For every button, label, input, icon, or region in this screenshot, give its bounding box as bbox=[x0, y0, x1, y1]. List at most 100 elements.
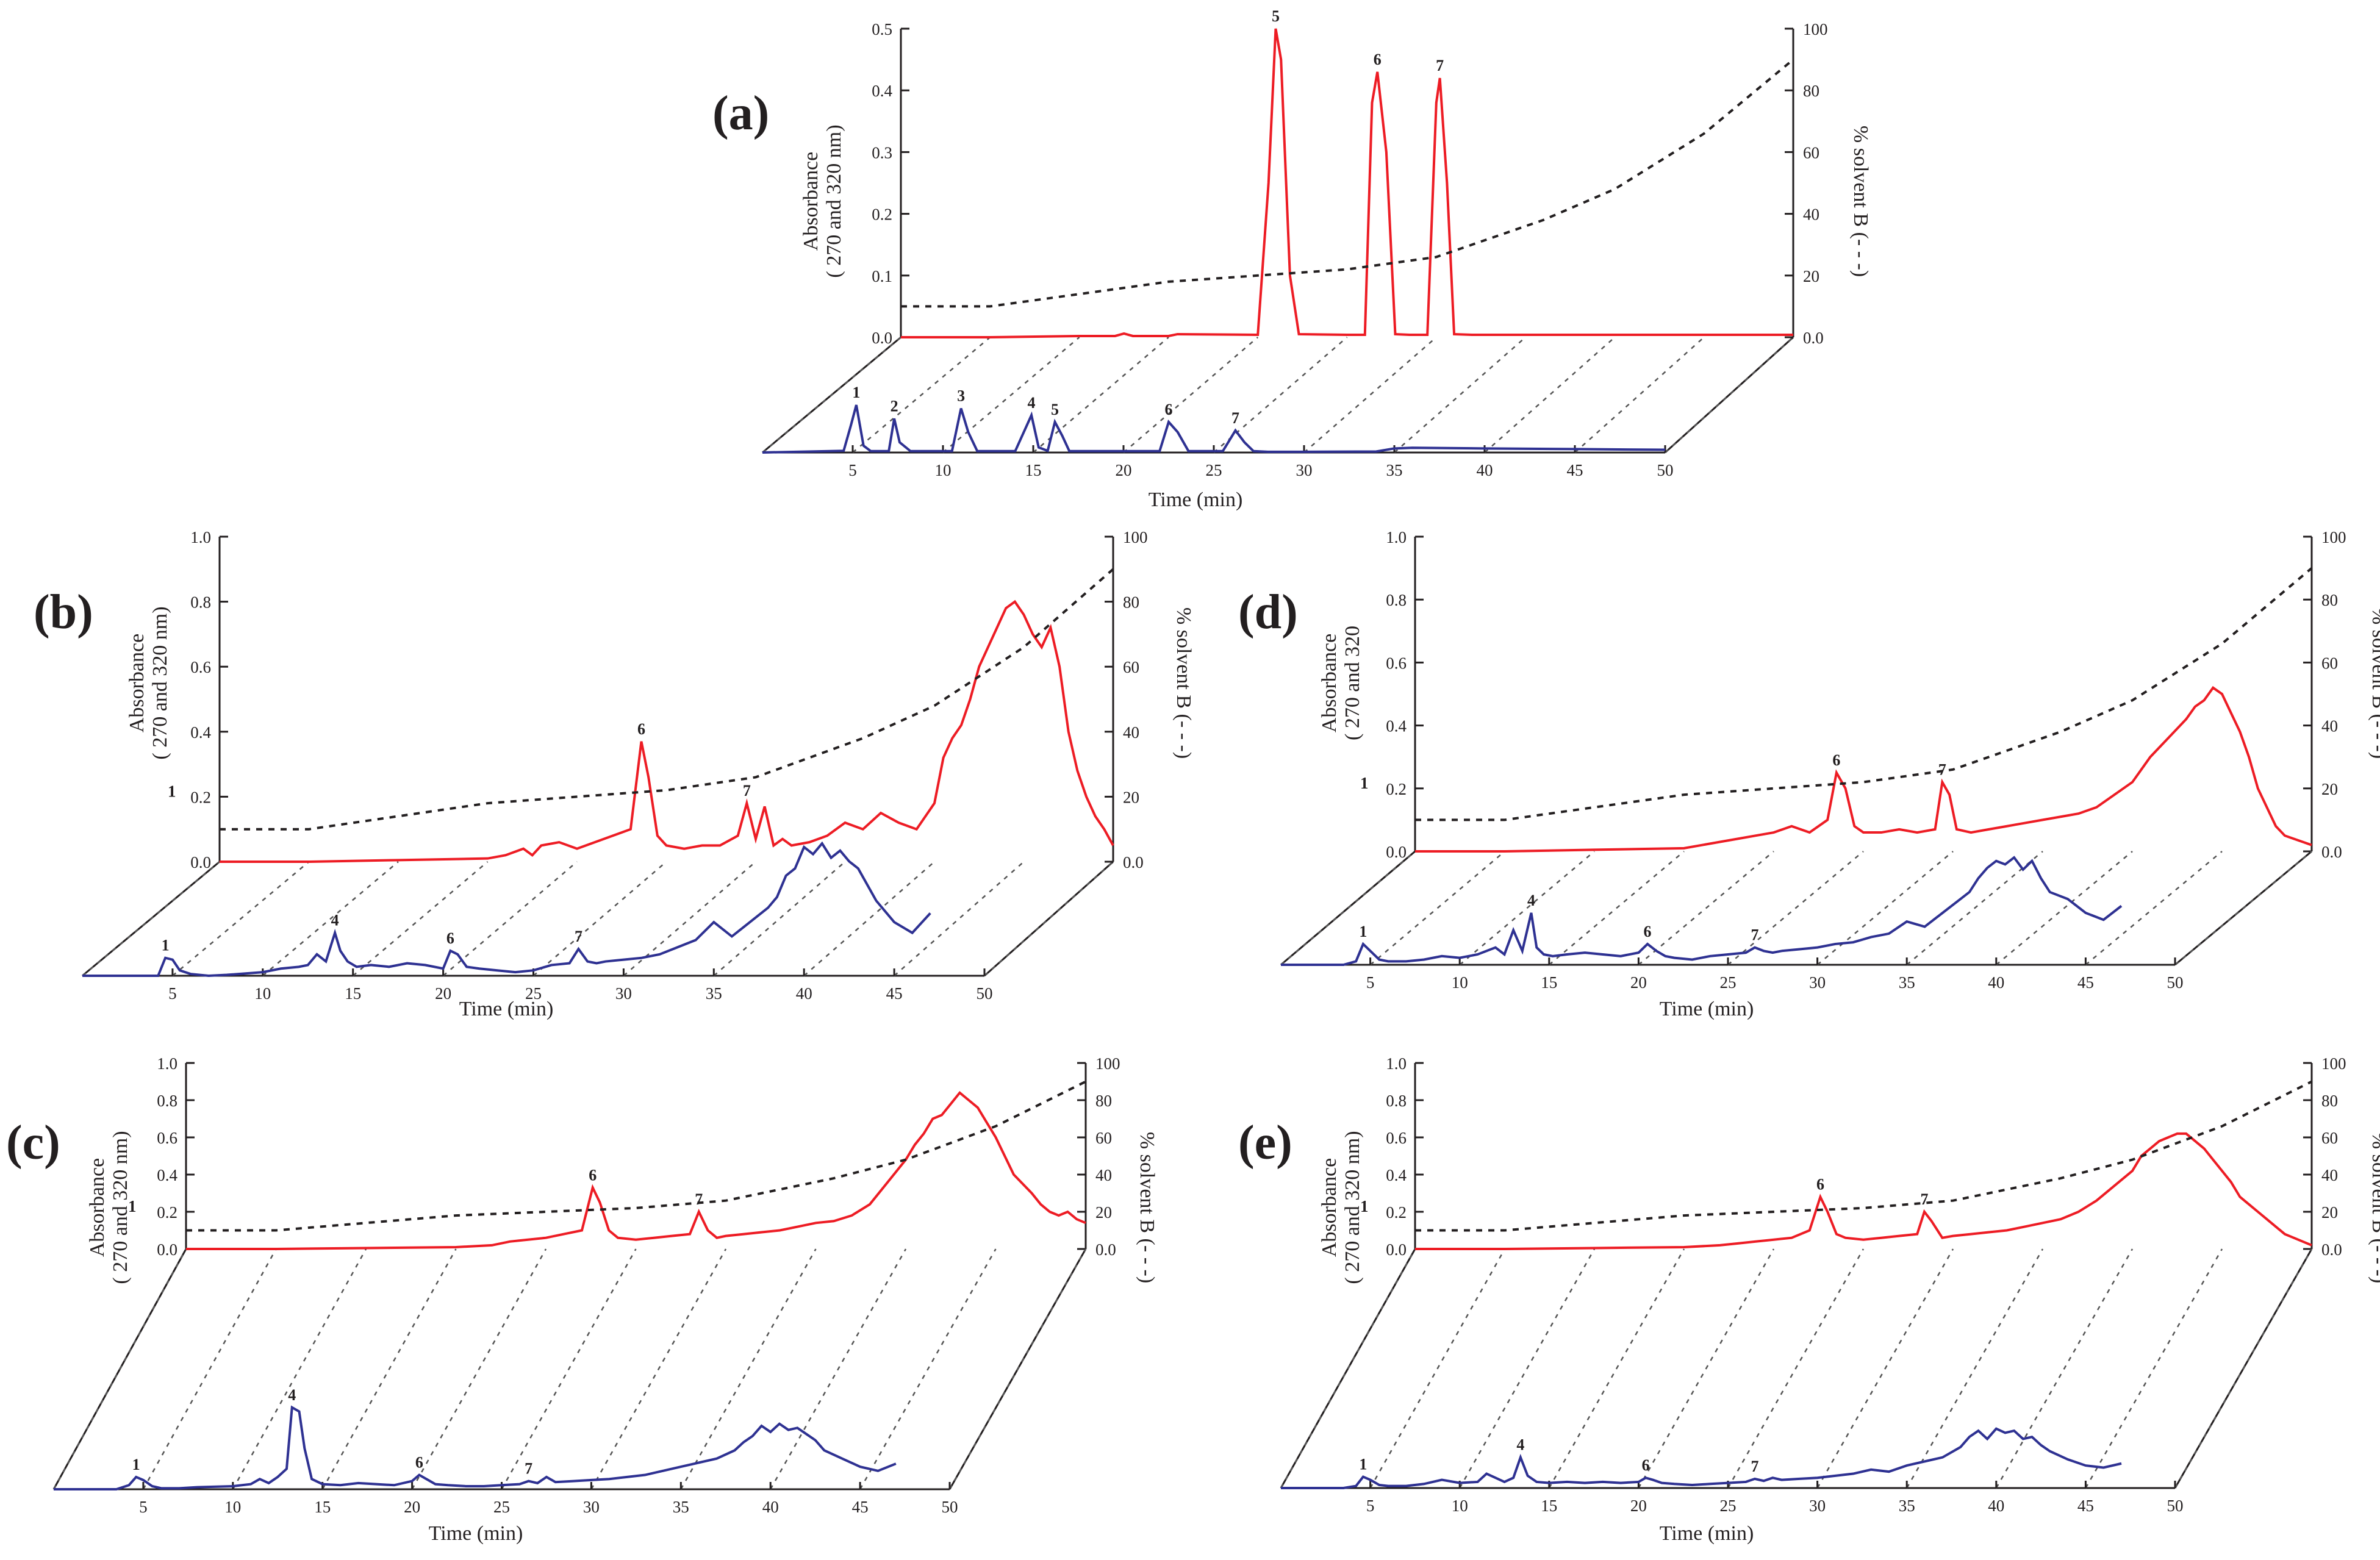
panel-a-peak-label: 2 bbox=[891, 397, 898, 415]
panel-a-y2-tick-label: 20 bbox=[1803, 267, 1819, 285]
panel-b-peak-label: 7 bbox=[743, 782, 751, 800]
panel-c-y-axis-extra-mark: 1 bbox=[128, 1197, 137, 1215]
panel-d-x-tick-label: 5 bbox=[1366, 973, 1375, 992]
panel-a-y2-tick-label: 40 bbox=[1803, 206, 1819, 224]
panel-e-x-grid bbox=[2174, 1248, 2313, 1489]
panel-b-y-tick-label: 0.2 bbox=[190, 788, 211, 806]
panel-b-y-tick-label: 0.0 bbox=[190, 853, 211, 871]
panel-c-x-tick-label: 20 bbox=[404, 1498, 420, 1516]
panel-a-x-tick-label: 10 bbox=[935, 461, 952, 479]
panel-b-peak-label: 1 bbox=[162, 937, 170, 954]
panel-a-y2-tick-label: 80 bbox=[1803, 82, 1819, 100]
panel-d-x-tick-label: 10 bbox=[1452, 973, 1468, 992]
panel-b-right-floor-edge bbox=[984, 861, 1114, 977]
panel-a-y2-tick-label: 100 bbox=[1803, 20, 1828, 38]
panel-a-peak-label: 5 bbox=[1272, 7, 1280, 25]
panel-a-x-tick-label: 15 bbox=[1025, 461, 1042, 479]
panel-e-series-320nm bbox=[1415, 1132, 2312, 1250]
panel-c-y2-tick-label: 60 bbox=[1095, 1129, 1112, 1147]
panel-a-x-tick-label: 50 bbox=[1657, 461, 1674, 479]
panel-b-letter: (b) bbox=[34, 585, 93, 639]
panel-d-peak-label: 4 bbox=[1527, 892, 1535, 909]
panel-b-peak-label: 6 bbox=[446, 929, 454, 947]
panel-a-x-grid bbox=[942, 337, 1080, 453]
panel-d-series-270nm bbox=[1281, 856, 2123, 966]
panel-b-y2-tick-label: 60 bbox=[1123, 658, 1139, 676]
panel-c-y-tick-label: 0.8 bbox=[157, 1092, 177, 1110]
panel-e-x-tick-label: 20 bbox=[1630, 1497, 1647, 1515]
panel-a-x-grid bbox=[1033, 337, 1169, 453]
panel-e-y2-tick-label: 20 bbox=[2321, 1203, 2338, 1222]
panel-e-x-grid bbox=[1816, 1248, 1954, 1489]
panel-a-x-tick-label: 20 bbox=[1116, 461, 1132, 479]
panel-c-y-label-paren: ( bbox=[109, 1272, 132, 1284]
panel-d-x-grid bbox=[1548, 851, 1685, 965]
panel-b-x-tick-label: 35 bbox=[706, 984, 722, 1003]
panel-e-y-tick-label: 0.0 bbox=[1386, 1240, 1407, 1259]
panel-e-peak-label: 4 bbox=[1516, 1436, 1524, 1454]
panel-a-x-tick-label: 30 bbox=[1296, 461, 1313, 479]
panel-d-y2-tick-label: 60 bbox=[2321, 654, 2338, 672]
panel-c-y-tick-label: 0.6 bbox=[157, 1129, 177, 1147]
panel-d-y-label-blue: 270 and bbox=[1341, 657, 1364, 728]
panel-c-x-tick-label: 30 bbox=[583, 1498, 600, 1516]
panel-c-y-tick-label: 0.4 bbox=[157, 1166, 177, 1184]
panel-a-y-tick-label: 0.0 bbox=[872, 329, 892, 347]
panel-b-peak-label: 6 bbox=[637, 720, 645, 738]
panel-d-y-tick-label: 1.0 bbox=[1386, 528, 1407, 546]
panel-c-y-label-blue: 270 and bbox=[109, 1201, 132, 1272]
panel-e-x-axis-label: Time (min) bbox=[1660, 1522, 1754, 1545]
panel-a-y2-tick-label: 60 bbox=[1803, 143, 1819, 162]
panel-d-x-tick-label: 30 bbox=[1809, 973, 1826, 992]
panel-a-peak-label: 4 bbox=[1028, 394, 1036, 412]
panel-e-x-tick-label: 35 bbox=[1899, 1497, 1915, 1515]
panel-c-peak-label: 4 bbox=[288, 1386, 296, 1404]
panel-d-x-grid bbox=[1727, 851, 1864, 965]
panel-a-x-tick-label: 40 bbox=[1477, 461, 1493, 479]
panel-c-letter: (c) bbox=[6, 1116, 60, 1170]
panel-e-peak-label: 1 bbox=[1359, 1456, 1367, 1473]
panel-b-y-label-paren: ( bbox=[149, 748, 171, 760]
panel-d-x-tick-label: 15 bbox=[1541, 973, 1557, 992]
panel-a-x-tick-label: 45 bbox=[1567, 461, 1583, 479]
panel-c-x-tick-label: 10 bbox=[224, 1498, 241, 1516]
panel-d-x-tick-label: 45 bbox=[2077, 973, 2094, 992]
panel-d-x-grid bbox=[1369, 851, 1505, 965]
panel-e-y-axis-extra-mark: 1 bbox=[1360, 1197, 1369, 1215]
panel-d-y-tick-label: 0.0 bbox=[1386, 843, 1407, 861]
panel-e-y2-tick-label: 40 bbox=[2321, 1166, 2338, 1184]
panel-d-x-grid bbox=[1995, 851, 2133, 965]
panel-c-y2-tick-label: 100 bbox=[1095, 1054, 1120, 1073]
panel-e-peak-label: 6 bbox=[1642, 1456, 1650, 1474]
panel-d-x-grid bbox=[2085, 851, 2223, 965]
panel-d-x-tick-label: 35 bbox=[1899, 973, 1915, 992]
panel-e-peak-label: 7 bbox=[1751, 1458, 1758, 1475]
panel-d-y-tick-label: 0.6 bbox=[1386, 654, 1407, 672]
panel-b-y-tick-label: 0.6 bbox=[190, 658, 211, 676]
panel-d-y2-tick-label: 80 bbox=[2321, 591, 2338, 609]
panel-b-x-tick-label: 30 bbox=[615, 984, 632, 1003]
panel-a-series-270nm bbox=[762, 404, 1666, 454]
panel-c-x-tick-label: 35 bbox=[673, 1498, 689, 1516]
panel-b-x-grid bbox=[262, 861, 399, 976]
panel-d-y-axis-extra-mark: 1 bbox=[1360, 774, 1369, 792]
panel-e-peak-label: 6 bbox=[1816, 1176, 1824, 1193]
panel-c-x-tick-label: 15 bbox=[314, 1498, 331, 1516]
panel-b-peak-label: 7 bbox=[575, 928, 582, 945]
panel-b-x-tick-label: 45 bbox=[886, 984, 903, 1003]
panel-c-y2-axis-label: % solvent B (- - -) bbox=[1136, 1132, 1158, 1283]
panel-e-x-grid bbox=[1459, 1248, 1596, 1489]
panel-e-y-label-blue: 270 and bbox=[1341, 1201, 1364, 1272]
panel-d-peak-label: 7 bbox=[1938, 760, 1946, 778]
panel-d-x-grid bbox=[1459, 851, 1595, 965]
panel-b-x-grid bbox=[352, 861, 489, 976]
panel-e-y-label-paren: ( bbox=[1341, 1272, 1364, 1284]
panel-d-x-tick-label: 25 bbox=[1720, 973, 1737, 992]
panel-d-y-axis-label-line2: ( 270 and 320 bbox=[1341, 626, 1364, 740]
panel-c-x-grid bbox=[590, 1248, 727, 1490]
panel-b-x-tick-label: 10 bbox=[254, 984, 271, 1003]
